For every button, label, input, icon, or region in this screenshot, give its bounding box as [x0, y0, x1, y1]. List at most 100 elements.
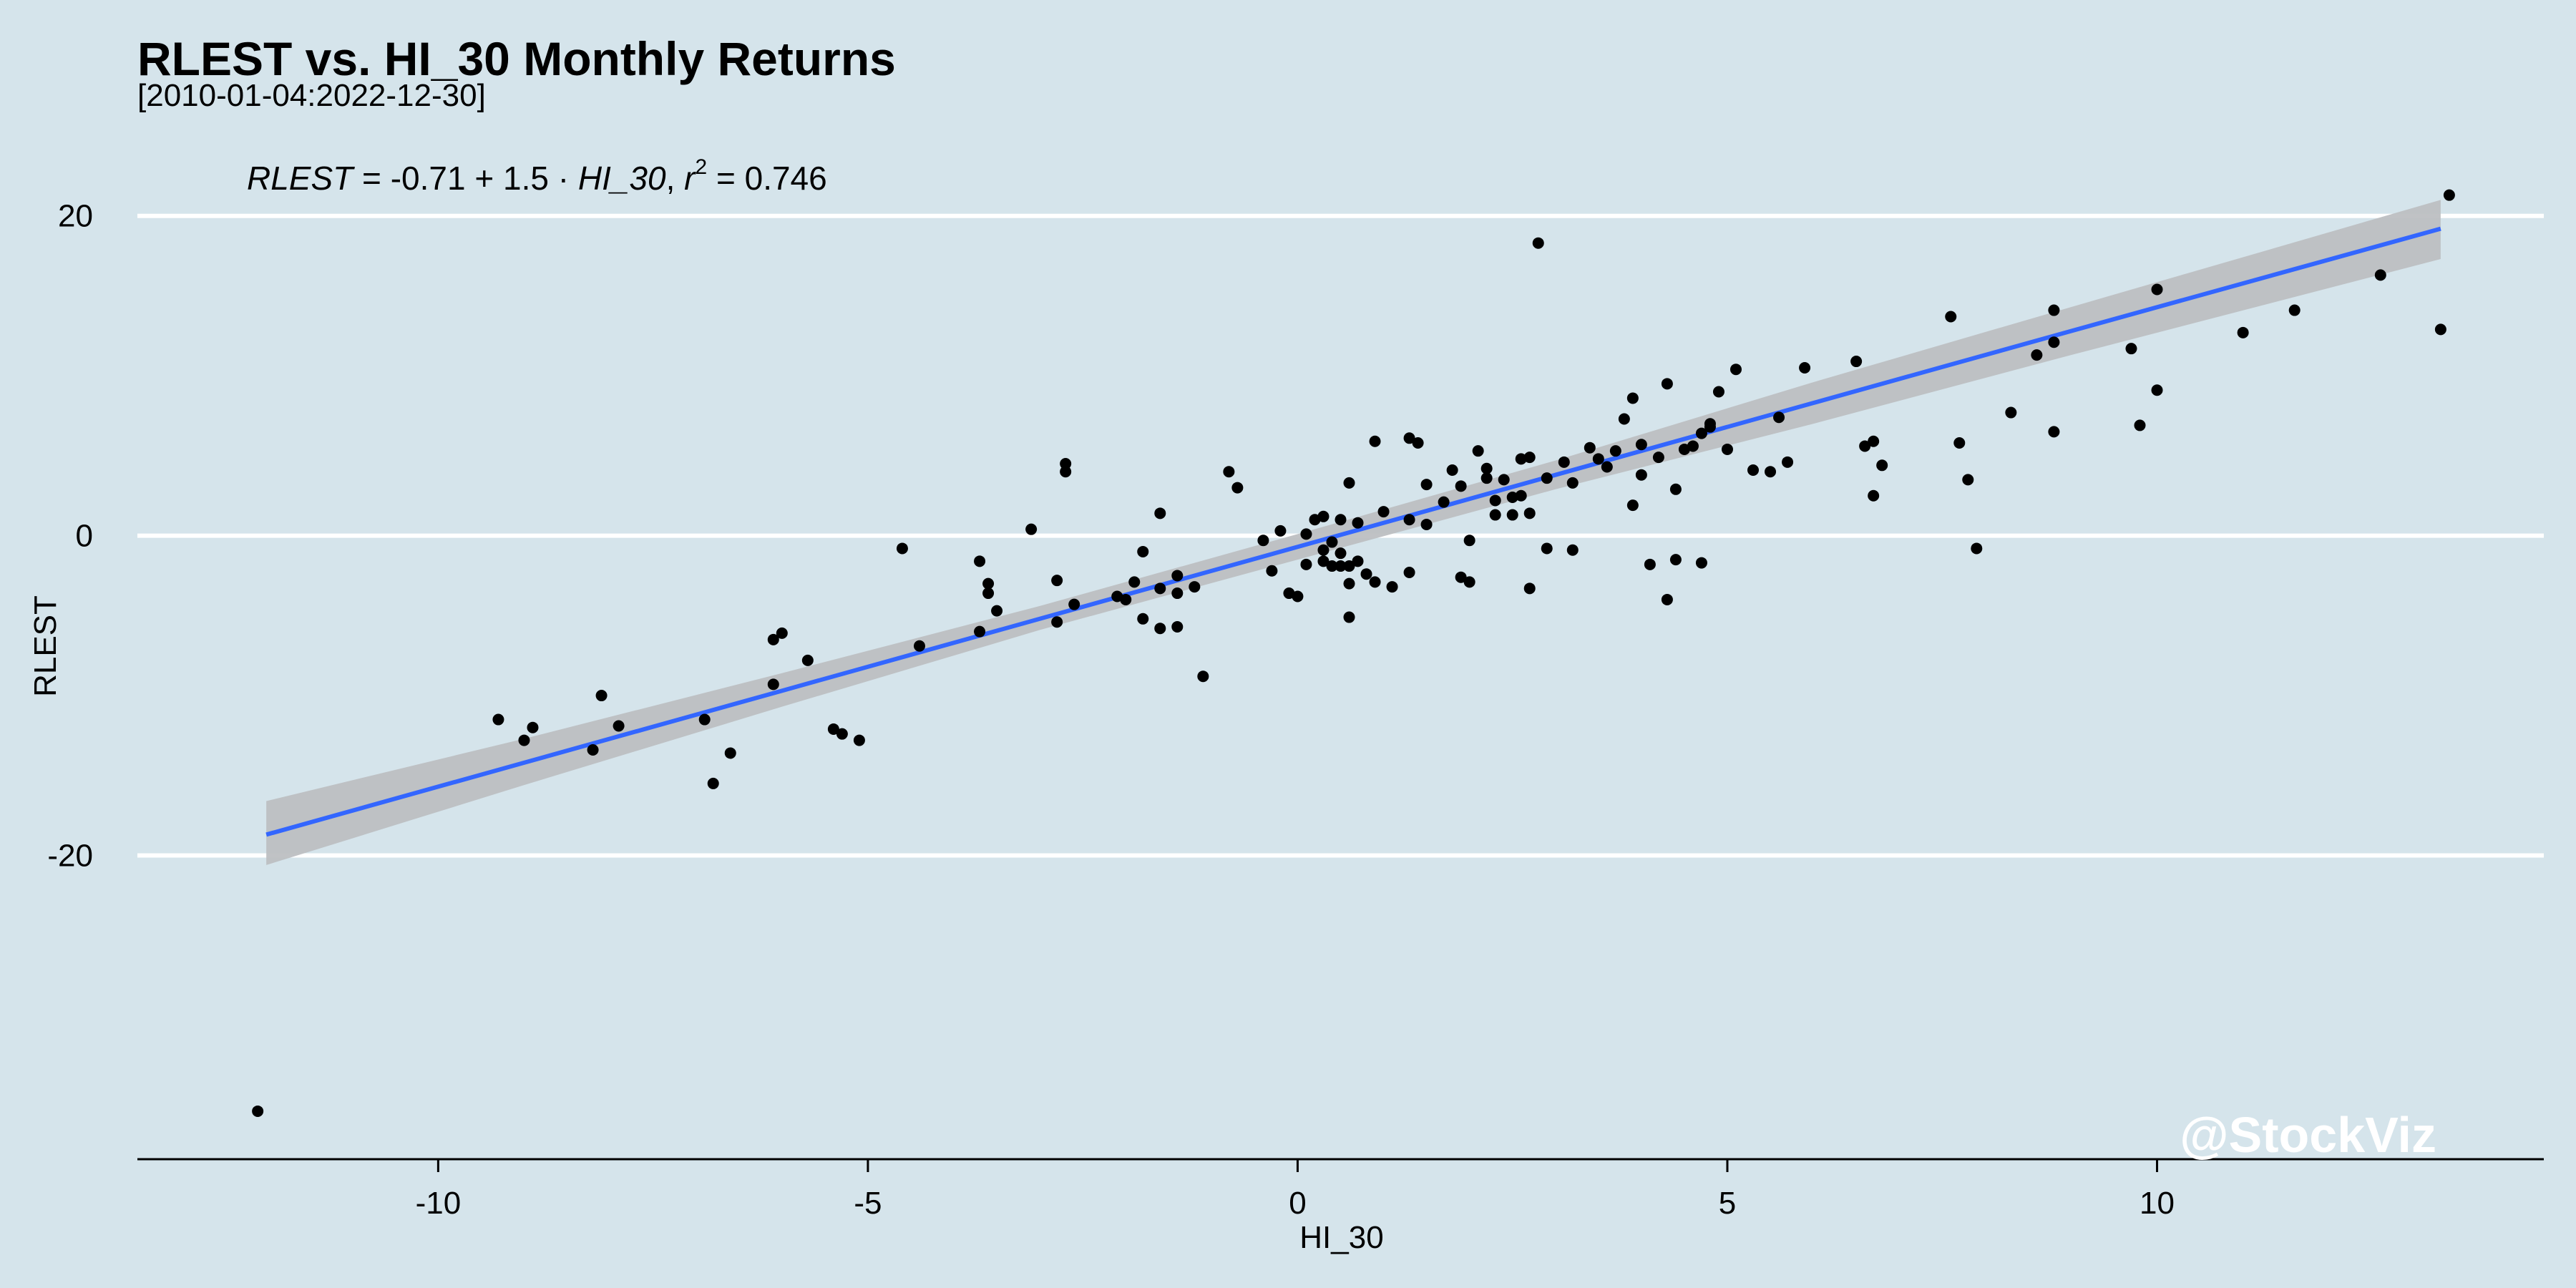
data-point: [707, 777, 719, 789]
equation-plus: +: [466, 160, 503, 197]
data-point: [1712, 386, 1724, 398]
data-point: [1868, 435, 1880, 447]
r2-value: 0.746: [745, 160, 827, 197]
data-point: [974, 625, 986, 638]
data-point: [1420, 518, 1433, 530]
data-point: [1515, 489, 1527, 502]
data-point: [1128, 576, 1141, 588]
data-point: [1189, 581, 1201, 593]
data-point: [724, 747, 736, 759]
data-point: [1154, 623, 1166, 635]
x-tick-label: -10: [416, 1186, 462, 1221]
data-point: [1283, 587, 1295, 600]
data-point: [1377, 506, 1390, 518]
x-axis: -10 -5 0 5 10: [137, 1158, 2544, 1221]
data-point: [913, 640, 925, 652]
data-point: [2005, 406, 2017, 419]
equation-comma: ,: [666, 160, 685, 197]
data-point: [1171, 620, 1184, 633]
data-point: [1352, 517, 1364, 529]
data-point: [767, 678, 779, 691]
data-point: [2151, 283, 2163, 296]
data-point: [982, 577, 995, 590]
data-points: [252, 189, 2455, 1117]
data-point: [1403, 514, 1415, 526]
data-point: [1971, 542, 1983, 555]
data-point: [2031, 349, 2043, 361]
data-point: [896, 542, 908, 555]
data-point: [1343, 611, 1355, 623]
data-point: [1463, 576, 1475, 588]
data-point: [1369, 576, 1381, 588]
data-point: [2434, 323, 2446, 336]
data-point: [1360, 568, 1372, 580]
equation-slope: 1.5: [503, 160, 549, 197]
data-point: [1669, 554, 1682, 566]
data-point: [1352, 555, 1364, 567]
data-point: [1386, 581, 1398, 593]
data-point: [776, 627, 788, 639]
data-point: [1300, 528, 1312, 540]
data-point: [1773, 411, 1785, 424]
data-point: [1403, 566, 1415, 578]
data-point: [1626, 392, 1639, 404]
data-point: [1541, 542, 1553, 555]
data-point: [1541, 472, 1553, 484]
data-point: [836, 728, 848, 740]
data-point: [1876, 459, 1888, 472]
data-point: [1523, 452, 1536, 464]
data-point: [2048, 304, 2060, 316]
data-point: [767, 633, 779, 645]
data-point: [1652, 452, 1664, 464]
data-point: [1729, 364, 1742, 376]
data-point: [252, 1105, 264, 1117]
data-point: [1472, 445, 1484, 457]
data-point: [1618, 413, 1630, 425]
data-point: [1523, 582, 1536, 595]
data-point: [2151, 384, 2163, 396]
equation-lhs: RLEST: [247, 160, 355, 197]
regression-equation: RLEST = -0.71 + 1.5 · HI_30, r2 = 0.746: [247, 155, 827, 197]
data-point: [2237, 326, 2249, 338]
data-point: [1343, 577, 1355, 590]
data-point: [1300, 558, 1312, 570]
data-point: [1025, 523, 1038, 535]
x-axis-label: HI_30: [1299, 1220, 1383, 1255]
data-point: [1309, 514, 1321, 526]
data-point: [1635, 439, 1647, 451]
data-point: [492, 713, 504, 726]
data-point: [1953, 437, 1966, 449]
data-point: [1060, 466, 1072, 478]
data-point: [518, 734, 530, 746]
y-tick-label: 0: [76, 519, 93, 554]
data-point: [1326, 560, 1338, 572]
data-point: [1626, 499, 1639, 512]
data-point: [1343, 477, 1355, 489]
data-point: [2048, 336, 2060, 348]
data-point: [1678, 443, 1690, 455]
data-point: [1317, 555, 1330, 567]
data-point: [1111, 590, 1123, 602]
data-point: [1695, 427, 1707, 439]
y-axis-label: RLEST: [28, 595, 63, 697]
data-point: [1292, 590, 1304, 602]
data-point: [1747, 464, 1760, 476]
data-point: [1154, 507, 1166, 519]
data-point: [1060, 458, 1072, 470]
data-point: [1515, 453, 1527, 465]
data-point: [1489, 494, 1501, 507]
data-point: [2374, 269, 2386, 281]
y-tick-label: 20: [58, 199, 93, 234]
data-point: [1687, 440, 1699, 452]
data-point: [1558, 456, 1570, 468]
equation-intercept: -0.71: [391, 160, 466, 197]
data-point: [974, 555, 986, 567]
data-point: [1506, 509, 1518, 521]
x-tick-label: 10: [2140, 1186, 2175, 1221]
data-point: [801, 654, 814, 666]
x-tick-label: 0: [1289, 1186, 1306, 1221]
data-point: [982, 587, 995, 600]
data-point: [1463, 535, 1475, 547]
data-point: [595, 690, 608, 702]
